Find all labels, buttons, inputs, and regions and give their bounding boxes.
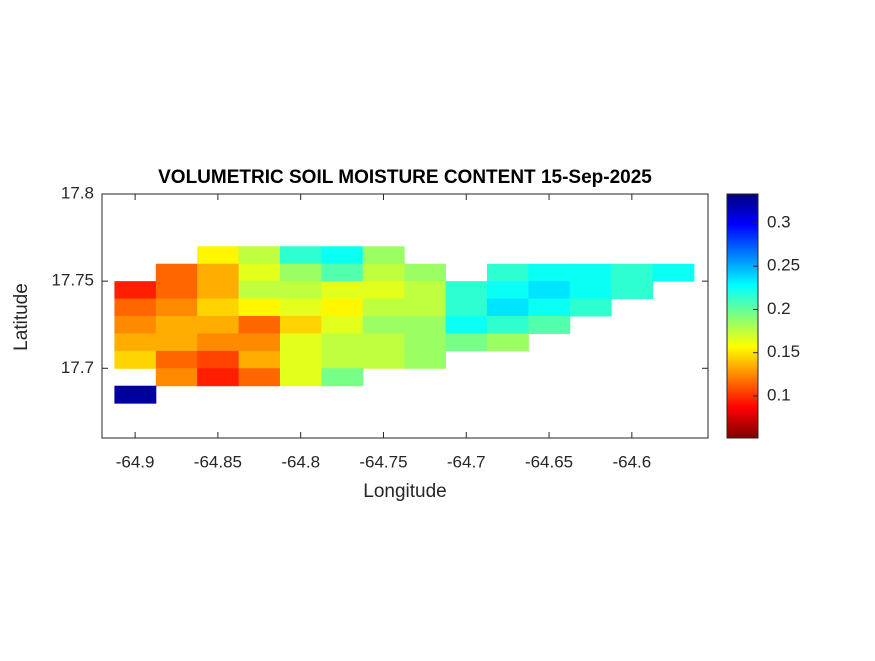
moisture-cell xyxy=(321,350,364,369)
moisture-cell xyxy=(362,298,405,317)
moisture-cell xyxy=(445,316,488,334)
moisture-cell xyxy=(197,298,240,317)
moisture-cell xyxy=(404,298,447,317)
moisture-cell xyxy=(486,298,529,317)
colorbar xyxy=(727,194,758,438)
chart-title: VOLUMETRIC SOIL MOISTURE CONTENT 15-Sep-… xyxy=(158,167,652,188)
moisture-cell xyxy=(238,333,281,352)
moisture-cell xyxy=(197,263,240,282)
moisture-cell xyxy=(486,316,529,334)
moisture-cell xyxy=(155,316,198,334)
moisture-cell xyxy=(404,263,447,282)
colorbar-tick-label: 0.15 xyxy=(767,342,800,361)
moisture-cell xyxy=(528,281,571,300)
moisture-cell xyxy=(197,281,240,300)
moisture-cell xyxy=(321,281,364,300)
moisture-cell xyxy=(279,246,322,265)
moisture-cell xyxy=(114,385,157,404)
moisture-cell xyxy=(279,263,322,282)
moisture-cell xyxy=(155,298,198,317)
moisture-cell xyxy=(569,298,612,317)
x-tick-label: -64.8 xyxy=(281,452,320,471)
moisture-cell xyxy=(279,281,322,300)
moisture-cell xyxy=(114,333,157,352)
moisture-cell xyxy=(197,350,240,369)
y-tick-label: 17.8 xyxy=(61,183,94,202)
moisture-cell xyxy=(279,350,322,369)
moisture-cell xyxy=(238,246,281,265)
moisture-cell xyxy=(486,263,529,282)
moisture-cell xyxy=(362,316,405,334)
moisture-cell xyxy=(652,263,695,282)
moisture-cell xyxy=(197,246,240,265)
plot-frame xyxy=(101,193,709,439)
moisture-cell xyxy=(238,281,281,300)
y-tick-label: 17.75 xyxy=(51,271,94,290)
moisture-cell xyxy=(321,316,364,334)
y-axis-label: Latitude xyxy=(11,283,32,351)
moisture-cell xyxy=(611,263,654,282)
moisture-cell xyxy=(404,316,447,334)
moisture-cell xyxy=(362,263,405,282)
moisture-cell xyxy=(155,281,198,300)
moisture-cell xyxy=(279,333,322,352)
moisture-cell xyxy=(155,333,198,352)
moisture-cell xyxy=(404,281,447,300)
moisture-cell xyxy=(362,333,405,352)
moisture-cell xyxy=(155,263,198,282)
moisture-cell xyxy=(321,368,364,387)
moisture-cell xyxy=(362,350,405,369)
moisture-cell xyxy=(238,368,281,387)
moisture-cell xyxy=(569,263,612,282)
x-tick-label: -64.6 xyxy=(612,452,651,471)
moisture-cell xyxy=(404,350,447,369)
colorbar-tick-label: 0.25 xyxy=(767,256,800,275)
moisture-cell xyxy=(321,246,364,265)
moisture-cell xyxy=(155,368,198,387)
moisture-cell xyxy=(279,316,322,334)
moisture-cell xyxy=(445,298,488,317)
x-tick-label: -64.85 xyxy=(194,452,242,471)
moisture-cell xyxy=(611,281,654,300)
x-tick-label: -64.65 xyxy=(525,452,573,471)
moisture-cell xyxy=(155,350,198,369)
moisture-cell xyxy=(321,263,364,282)
moisture-cell xyxy=(362,281,405,300)
moisture-cell xyxy=(528,263,571,282)
moisture-cell xyxy=(238,298,281,317)
moisture-cell xyxy=(238,316,281,334)
moisture-cell xyxy=(197,316,240,334)
colorbar-tick-label: 0.1 xyxy=(767,385,791,404)
moisture-cell xyxy=(528,316,571,334)
y-tick-label: 17.7 xyxy=(61,358,94,377)
x-tick-label: -64.75 xyxy=(359,452,407,471)
colorbar-frame xyxy=(726,193,759,439)
moisture-cell xyxy=(321,333,364,352)
moisture-cell xyxy=(197,333,240,352)
moisture-cell xyxy=(279,298,322,317)
moisture-cell xyxy=(486,333,529,352)
moisture-cell xyxy=(445,281,488,300)
x-axis-label: Longitude xyxy=(363,481,446,502)
moisture-cell xyxy=(114,281,157,300)
moisture-cell xyxy=(238,350,281,369)
moisture-cell xyxy=(114,298,157,317)
moisture-cell xyxy=(321,298,364,317)
colorbar-tick-label: 0.3 xyxy=(767,212,791,231)
moisture-cell xyxy=(114,316,157,334)
moisture-cell xyxy=(238,263,281,282)
moisture-cell xyxy=(569,281,612,300)
moisture-cell xyxy=(445,333,488,352)
moisture-cell xyxy=(404,333,447,352)
moisture-cell xyxy=(486,281,529,300)
x-tick-label: -64.7 xyxy=(447,452,486,471)
moisture-cell xyxy=(197,368,240,387)
moisture-cell xyxy=(114,350,157,369)
moisture-cell xyxy=(362,246,405,265)
colorbar-tick-label: 0.2 xyxy=(767,299,791,318)
x-tick-label: -64.9 xyxy=(116,452,155,471)
moisture-cell xyxy=(528,298,571,317)
moisture-cell xyxy=(279,368,322,387)
